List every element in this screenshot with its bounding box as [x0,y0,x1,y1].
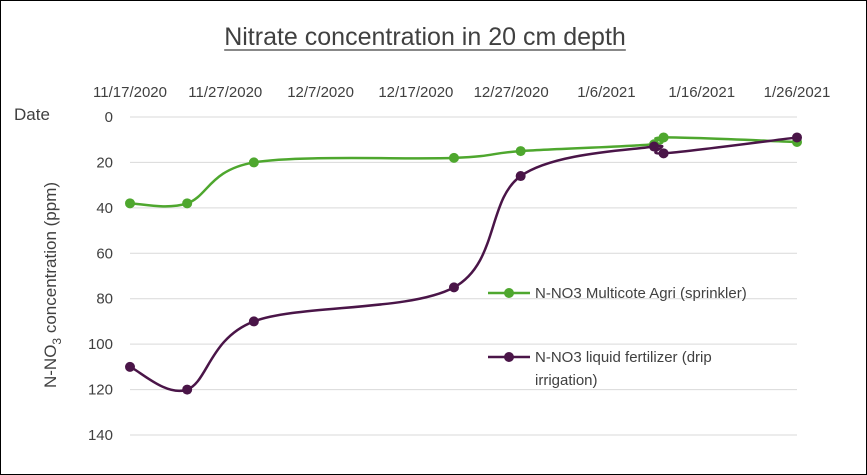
x-tick-label: 1/6/2021 [577,84,635,101]
x-tick-label: 12/17/2020 [378,84,453,101]
data-point [649,141,660,152]
y-tick-label: 140 [88,427,113,444]
legend: N-NO3 Multicote Agri (sprinkler) N-NO3 l… [488,285,747,389]
data-point [448,282,459,293]
gridlines [130,116,797,436]
x-axis-ticks: 11/17/2020 11/27/2020 12/7/2020 12/17/2020 1… [93,84,830,101]
y-tick-label: 120 [88,382,113,399]
y-tick-label: 0 [105,109,113,126]
legend-label-drip-line1: N-NO3 liquid fertilizer (drip [535,349,712,366]
y-axis-ticks: 0 20 40 60 80 100 120 140 [88,109,113,444]
y-tick-label: 60 [96,245,113,262]
x-tick-label: 11/27/2020 [188,84,262,101]
data-point [515,146,526,157]
x-tick-label: 1/16/2021 [668,84,735,101]
x-tick-label: 11/17/2020 [93,84,167,101]
legend-item-drip: N-NO3 liquid fertilizer (drip irrigation… [488,349,712,389]
y-tick-label: 80 [96,291,113,308]
series-layer [125,132,802,395]
series-2 [125,132,802,395]
data-point [792,132,802,143]
data-point [448,152,459,163]
data-point [658,148,669,159]
y-tick-label: 100 [88,336,113,353]
series-1 [125,132,802,209]
x-tick-label: 1/26/2021 [764,84,831,101]
y-tick-label: 40 [96,200,113,217]
data-point [515,171,526,182]
series-line [129,136,798,393]
legend-label-sprinkler: N-NO3 Multicote Agri (sprinkler) [535,285,747,302]
data-point [248,316,259,327]
series-line [129,136,798,208]
x-tick-label: 12/7/2020 [287,84,354,101]
data-point [182,198,193,209]
x-axis-title: Date [14,105,50,124]
y-tick-label: 20 [96,154,113,171]
legend-marker-drip [504,352,514,362]
x-tick-label: 12/27/2020 [474,84,549,101]
legend-item-sprinkler: N-NO3 Multicote Agri (sprinkler) [488,285,747,302]
y-axis-title: N-NO3 concentration (ppm) [41,182,64,388]
data-point [658,132,669,143]
data-point [125,198,135,209]
data-point [182,384,193,395]
data-point [248,157,259,168]
data-point [125,361,135,372]
chart-title: Nitrate concentration in 20 cm depth [224,23,626,51]
legend-label-drip-line2: irrigation) [535,372,598,389]
legend-marker-sprinkler [504,288,514,298]
